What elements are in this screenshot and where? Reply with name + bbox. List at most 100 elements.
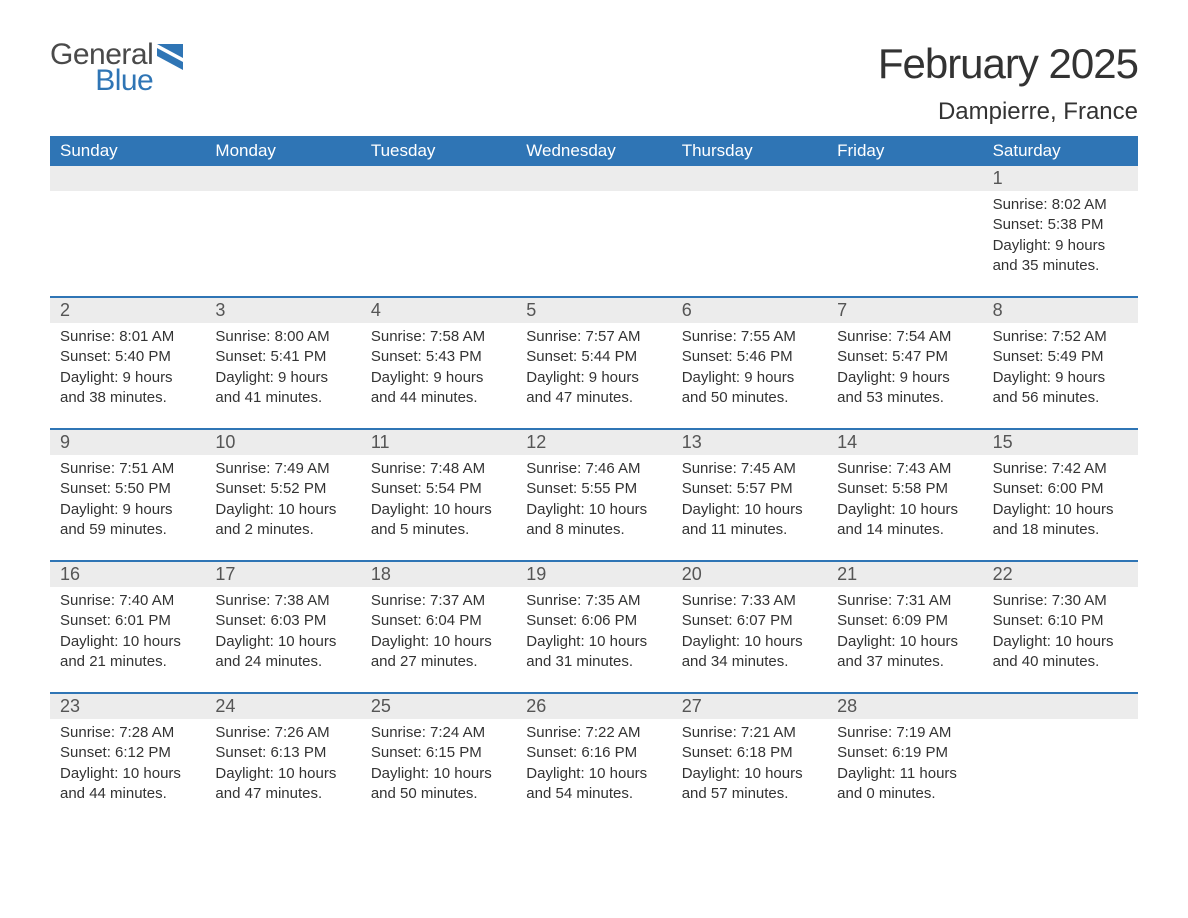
day-cell: 24Sunrise: 7:26 AMSunset: 6:13 PMDayligh… bbox=[205, 694, 360, 824]
daylight2-text: and 14 minutes. bbox=[837, 520, 972, 540]
daylight1-text: Daylight: 9 hours bbox=[60, 368, 195, 388]
day-cell: 19Sunrise: 7:35 AMSunset: 6:06 PMDayligh… bbox=[516, 562, 671, 692]
sunrise-text: Sunrise: 7:48 AM bbox=[371, 459, 506, 479]
daylight1-text: Daylight: 10 hours bbox=[682, 500, 817, 520]
daylight1-text: Daylight: 10 hours bbox=[993, 632, 1128, 652]
day-body: Sunrise: 7:52 AMSunset: 5:49 PMDaylight:… bbox=[983, 323, 1138, 408]
sunrise-text: Sunrise: 7:43 AM bbox=[837, 459, 972, 479]
day-cell: 18Sunrise: 7:37 AMSunset: 6:04 PMDayligh… bbox=[361, 562, 516, 692]
daylight2-text: and 34 minutes. bbox=[682, 652, 817, 672]
daylight1-text: Daylight: 9 hours bbox=[60, 500, 195, 520]
sunset-text: Sunset: 5:47 PM bbox=[837, 347, 972, 367]
daylight2-text: and 41 minutes. bbox=[215, 388, 350, 408]
sunrise-text: Sunrise: 7:28 AM bbox=[60, 723, 195, 743]
day-cell bbox=[516, 166, 671, 296]
daylight2-text: and 11 minutes. bbox=[682, 520, 817, 540]
sunrise-text: Sunrise: 7:52 AM bbox=[993, 327, 1128, 347]
daylight1-text: Daylight: 9 hours bbox=[993, 236, 1128, 256]
day-body: Sunrise: 7:40 AMSunset: 6:01 PMDaylight:… bbox=[50, 587, 205, 672]
day-cell bbox=[672, 166, 827, 296]
daylight2-text: and 24 minutes. bbox=[215, 652, 350, 672]
weeks-container: 1Sunrise: 8:02 AMSunset: 5:38 PMDaylight… bbox=[50, 166, 1138, 824]
day-body: Sunrise: 7:58 AMSunset: 5:43 PMDaylight:… bbox=[361, 323, 516, 408]
sunrise-text: Sunrise: 7:40 AM bbox=[60, 591, 195, 611]
day-body: Sunrise: 7:57 AMSunset: 5:44 PMDaylight:… bbox=[516, 323, 671, 408]
sunset-text: Sunset: 5:46 PM bbox=[682, 347, 817, 367]
logo: General Blue bbox=[50, 40, 191, 96]
sunrise-text: Sunrise: 8:01 AM bbox=[60, 327, 195, 347]
sunset-text: Sunset: 6:00 PM bbox=[993, 479, 1128, 499]
day-number: 12 bbox=[516, 430, 671, 455]
sunrise-text: Sunrise: 7:26 AM bbox=[215, 723, 350, 743]
sunset-text: Sunset: 5:55 PM bbox=[526, 479, 661, 499]
day-body: Sunrise: 7:38 AMSunset: 6:03 PMDaylight:… bbox=[205, 587, 360, 672]
daylight2-text: and 47 minutes. bbox=[526, 388, 661, 408]
sunrise-text: Sunrise: 7:24 AM bbox=[371, 723, 506, 743]
day-body: Sunrise: 7:33 AMSunset: 6:07 PMDaylight:… bbox=[672, 587, 827, 672]
daylight1-text: Daylight: 9 hours bbox=[837, 368, 972, 388]
sunrise-text: Sunrise: 7:22 AM bbox=[526, 723, 661, 743]
sunset-text: Sunset: 6:07 PM bbox=[682, 611, 817, 631]
daylight2-text: and 56 minutes. bbox=[993, 388, 1128, 408]
daylight1-text: Daylight: 10 hours bbox=[682, 764, 817, 784]
daylight2-text: and 2 minutes. bbox=[215, 520, 350, 540]
day-body: Sunrise: 7:49 AMSunset: 5:52 PMDaylight:… bbox=[205, 455, 360, 540]
day-cell: 27 Sunrise: 7:21 AMSunset: 6:18 PMDayligh… bbox=[672, 694, 827, 824]
sunrise-text: Sunrise: 7:58 AM bbox=[371, 327, 506, 347]
daylight2-text: and 37 minutes. bbox=[837, 652, 972, 672]
daylight1-text: Daylight: 10 hours bbox=[682, 632, 817, 652]
week-row: 23Sunrise: 7:28 AMSunset: 6:12 PMDayligh… bbox=[50, 692, 1138, 824]
week-row: 16Sunrise: 7:40 AMSunset: 6:01 PMDayligh… bbox=[50, 560, 1138, 692]
day-body: Sunrise: 7:35 AMSunset: 6:06 PMDaylight:… bbox=[516, 587, 671, 672]
sunset-text: Sunset: 6:12 PM bbox=[60, 743, 195, 763]
calendar: Sunday Monday Tuesday Wednesday Thursday… bbox=[50, 136, 1138, 824]
week-row: 2Sunrise: 8:01 AMSunset: 5:40 PMDaylight… bbox=[50, 296, 1138, 428]
day-number: 26 bbox=[516, 694, 671, 719]
sunset-text: Sunset: 5:58 PM bbox=[837, 479, 972, 499]
daylight2-text: and 35 minutes. bbox=[993, 256, 1128, 276]
daylight1-text: Daylight: 10 hours bbox=[60, 764, 195, 784]
day-cell bbox=[205, 166, 360, 296]
daylight1-text: Daylight: 9 hours bbox=[682, 368, 817, 388]
dow-cell: Sunday bbox=[50, 136, 205, 166]
day-number: 19 bbox=[516, 562, 671, 587]
day-body: Sunrise: 7:22 AMSunset: 6:16 PMDaylight:… bbox=[516, 719, 671, 804]
day-cell: 1Sunrise: 8:02 AMSunset: 5:38 PMDaylight… bbox=[983, 166, 1138, 296]
day-number: 22 bbox=[983, 562, 1138, 587]
sunrise-text: Sunrise: 7:54 AM bbox=[837, 327, 972, 347]
day-body: Sunrise: 8:02 AMSunset: 5:38 PMDaylight:… bbox=[983, 191, 1138, 276]
daylight1-text: Daylight: 10 hours bbox=[215, 632, 350, 652]
day-cell: 13Sunrise: 7:45 AMSunset: 5:57 PMDayligh… bbox=[672, 430, 827, 560]
sunrise-text: Sunrise: 7:35 AM bbox=[526, 591, 661, 611]
day-number: 11 bbox=[361, 430, 516, 455]
sunrise-text: Sunrise: 7:46 AM bbox=[526, 459, 661, 479]
daylight1-text: Daylight: 9 hours bbox=[526, 368, 661, 388]
day-cell: 8Sunrise: 7:52 AMSunset: 5:49 PMDaylight… bbox=[983, 298, 1138, 428]
sunrise-text: Sunrise: 7:21 AM bbox=[682, 723, 817, 743]
logo-text-blue: Blue bbox=[50, 66, 153, 96]
daylight2-text: and 53 minutes. bbox=[837, 388, 972, 408]
sunrise-text: Sunrise: 7:42 AM bbox=[993, 459, 1128, 479]
daylight1-text: Daylight: 10 hours bbox=[371, 764, 506, 784]
day-cell: 2Sunrise: 8:01 AMSunset: 5:40 PMDaylight… bbox=[50, 298, 205, 428]
day-number: 5 bbox=[516, 298, 671, 323]
day-cell: 9Sunrise: 7:51 AMSunset: 5:50 PMDaylight… bbox=[50, 430, 205, 560]
month-title: February 2025 bbox=[878, 40, 1138, 88]
sunrise-text: Sunrise: 7:30 AM bbox=[993, 591, 1128, 611]
sunrise-text: Sunrise: 7:38 AM bbox=[215, 591, 350, 611]
day-number: 27 bbox=[672, 694, 827, 719]
sunrise-text: Sunrise: 7:33 AM bbox=[682, 591, 817, 611]
daylight1-text: Daylight: 10 hours bbox=[60, 632, 195, 652]
sunset-text: Sunset: 6:18 PM bbox=[682, 743, 817, 763]
day-cell bbox=[827, 166, 982, 296]
day-number: 15 bbox=[983, 430, 1138, 455]
daylight1-text: Daylight: 9 hours bbox=[371, 368, 506, 388]
sunset-text: Sunset: 5:44 PM bbox=[526, 347, 661, 367]
day-body: Sunrise: 7:24 AMSunset: 6:15 PMDaylight:… bbox=[361, 719, 516, 804]
sunset-text: Sunset: 5:41 PM bbox=[215, 347, 350, 367]
day-cell: 5Sunrise: 7:57 AMSunset: 5:44 PMDaylight… bbox=[516, 298, 671, 428]
daylight2-text: and 38 minutes. bbox=[60, 388, 195, 408]
day-number: 28 bbox=[827, 694, 982, 719]
day-body: Sunrise: 7:26 AMSunset: 6:13 PMDaylight:… bbox=[205, 719, 360, 804]
sunset-text: Sunset: 6:13 PM bbox=[215, 743, 350, 763]
